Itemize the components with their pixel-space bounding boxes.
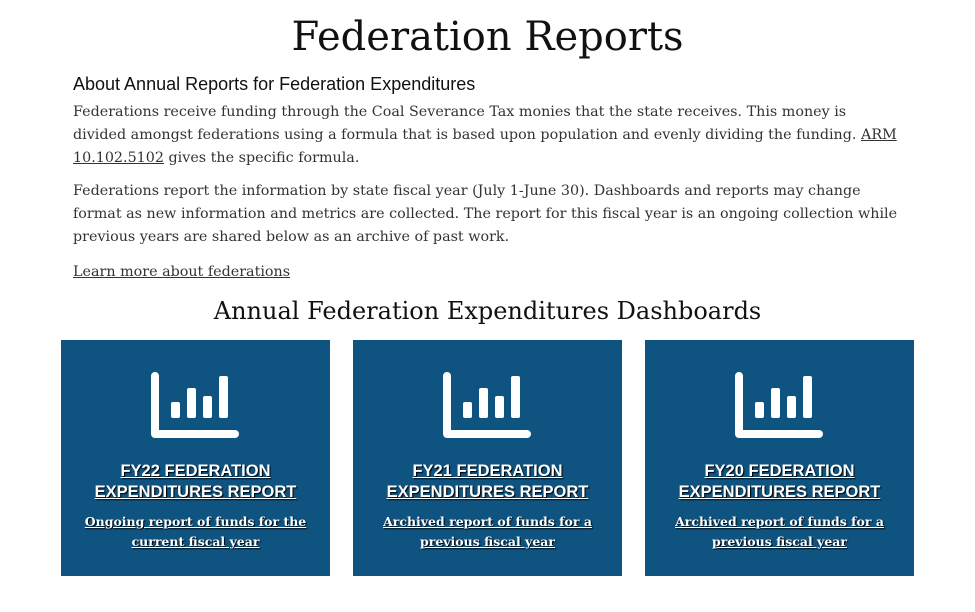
card-title[interactable]: FY21 FEDERATION EXPENDITURES REPORT <box>386 462 589 501</box>
dashboards-title: Annual Federation Expenditures Dashboard… <box>213 297 762 325</box>
card-description[interactable]: Archived report of funds for a previous … <box>675 514 884 549</box>
bar-chart-icon <box>151 372 239 438</box>
page-title: Federation Reports <box>291 14 684 60</box>
bar-chart-icon <box>735 372 823 438</box>
card-description[interactable]: Archived report of funds for a previous … <box>383 514 592 549</box>
about-paragraph-2: Federations report the information by st… <box>73 183 898 245</box>
card-title[interactable]: FY20 FEDERATION EXPENDITURES REPORT <box>678 462 881 501</box>
card-description[interactable]: Ongoing report of funds for the current … <box>84 514 307 549</box>
about-heading: About Annual Reports for Federation Expe… <box>73 74 476 94</box>
about-text: Federations receive funding through the … <box>73 104 861 143</box>
learn-more-link[interactable]: Learn more about federations <box>73 264 291 280</box>
arm-link[interactable]: ARM 10.102.5102 <box>73 127 897 166</box>
card-title[interactable]: FY22 FEDERATION EXPENDITURES REPORT <box>94 462 297 501</box>
about-text: gives the specific formula. <box>163 150 360 166</box>
report-card-0[interactable]: FY22 FEDERATION EXPENDITURES REPORT Ongo… <box>61 340 330 576</box>
bar-chart-icon <box>443 372 531 438</box>
about-paragraph-1: Federations receive funding through the … <box>73 101 903 170</box>
about-section: About Annual Reports for Federation Expe… <box>73 74 903 294</box>
report-card-2[interactable]: FY20 FEDERATION EXPENDITURES REPORT Arch… <box>645 340 914 576</box>
report-card-1[interactable]: FY21 FEDERATION EXPENDITURES REPORT Arch… <box>353 340 622 576</box>
